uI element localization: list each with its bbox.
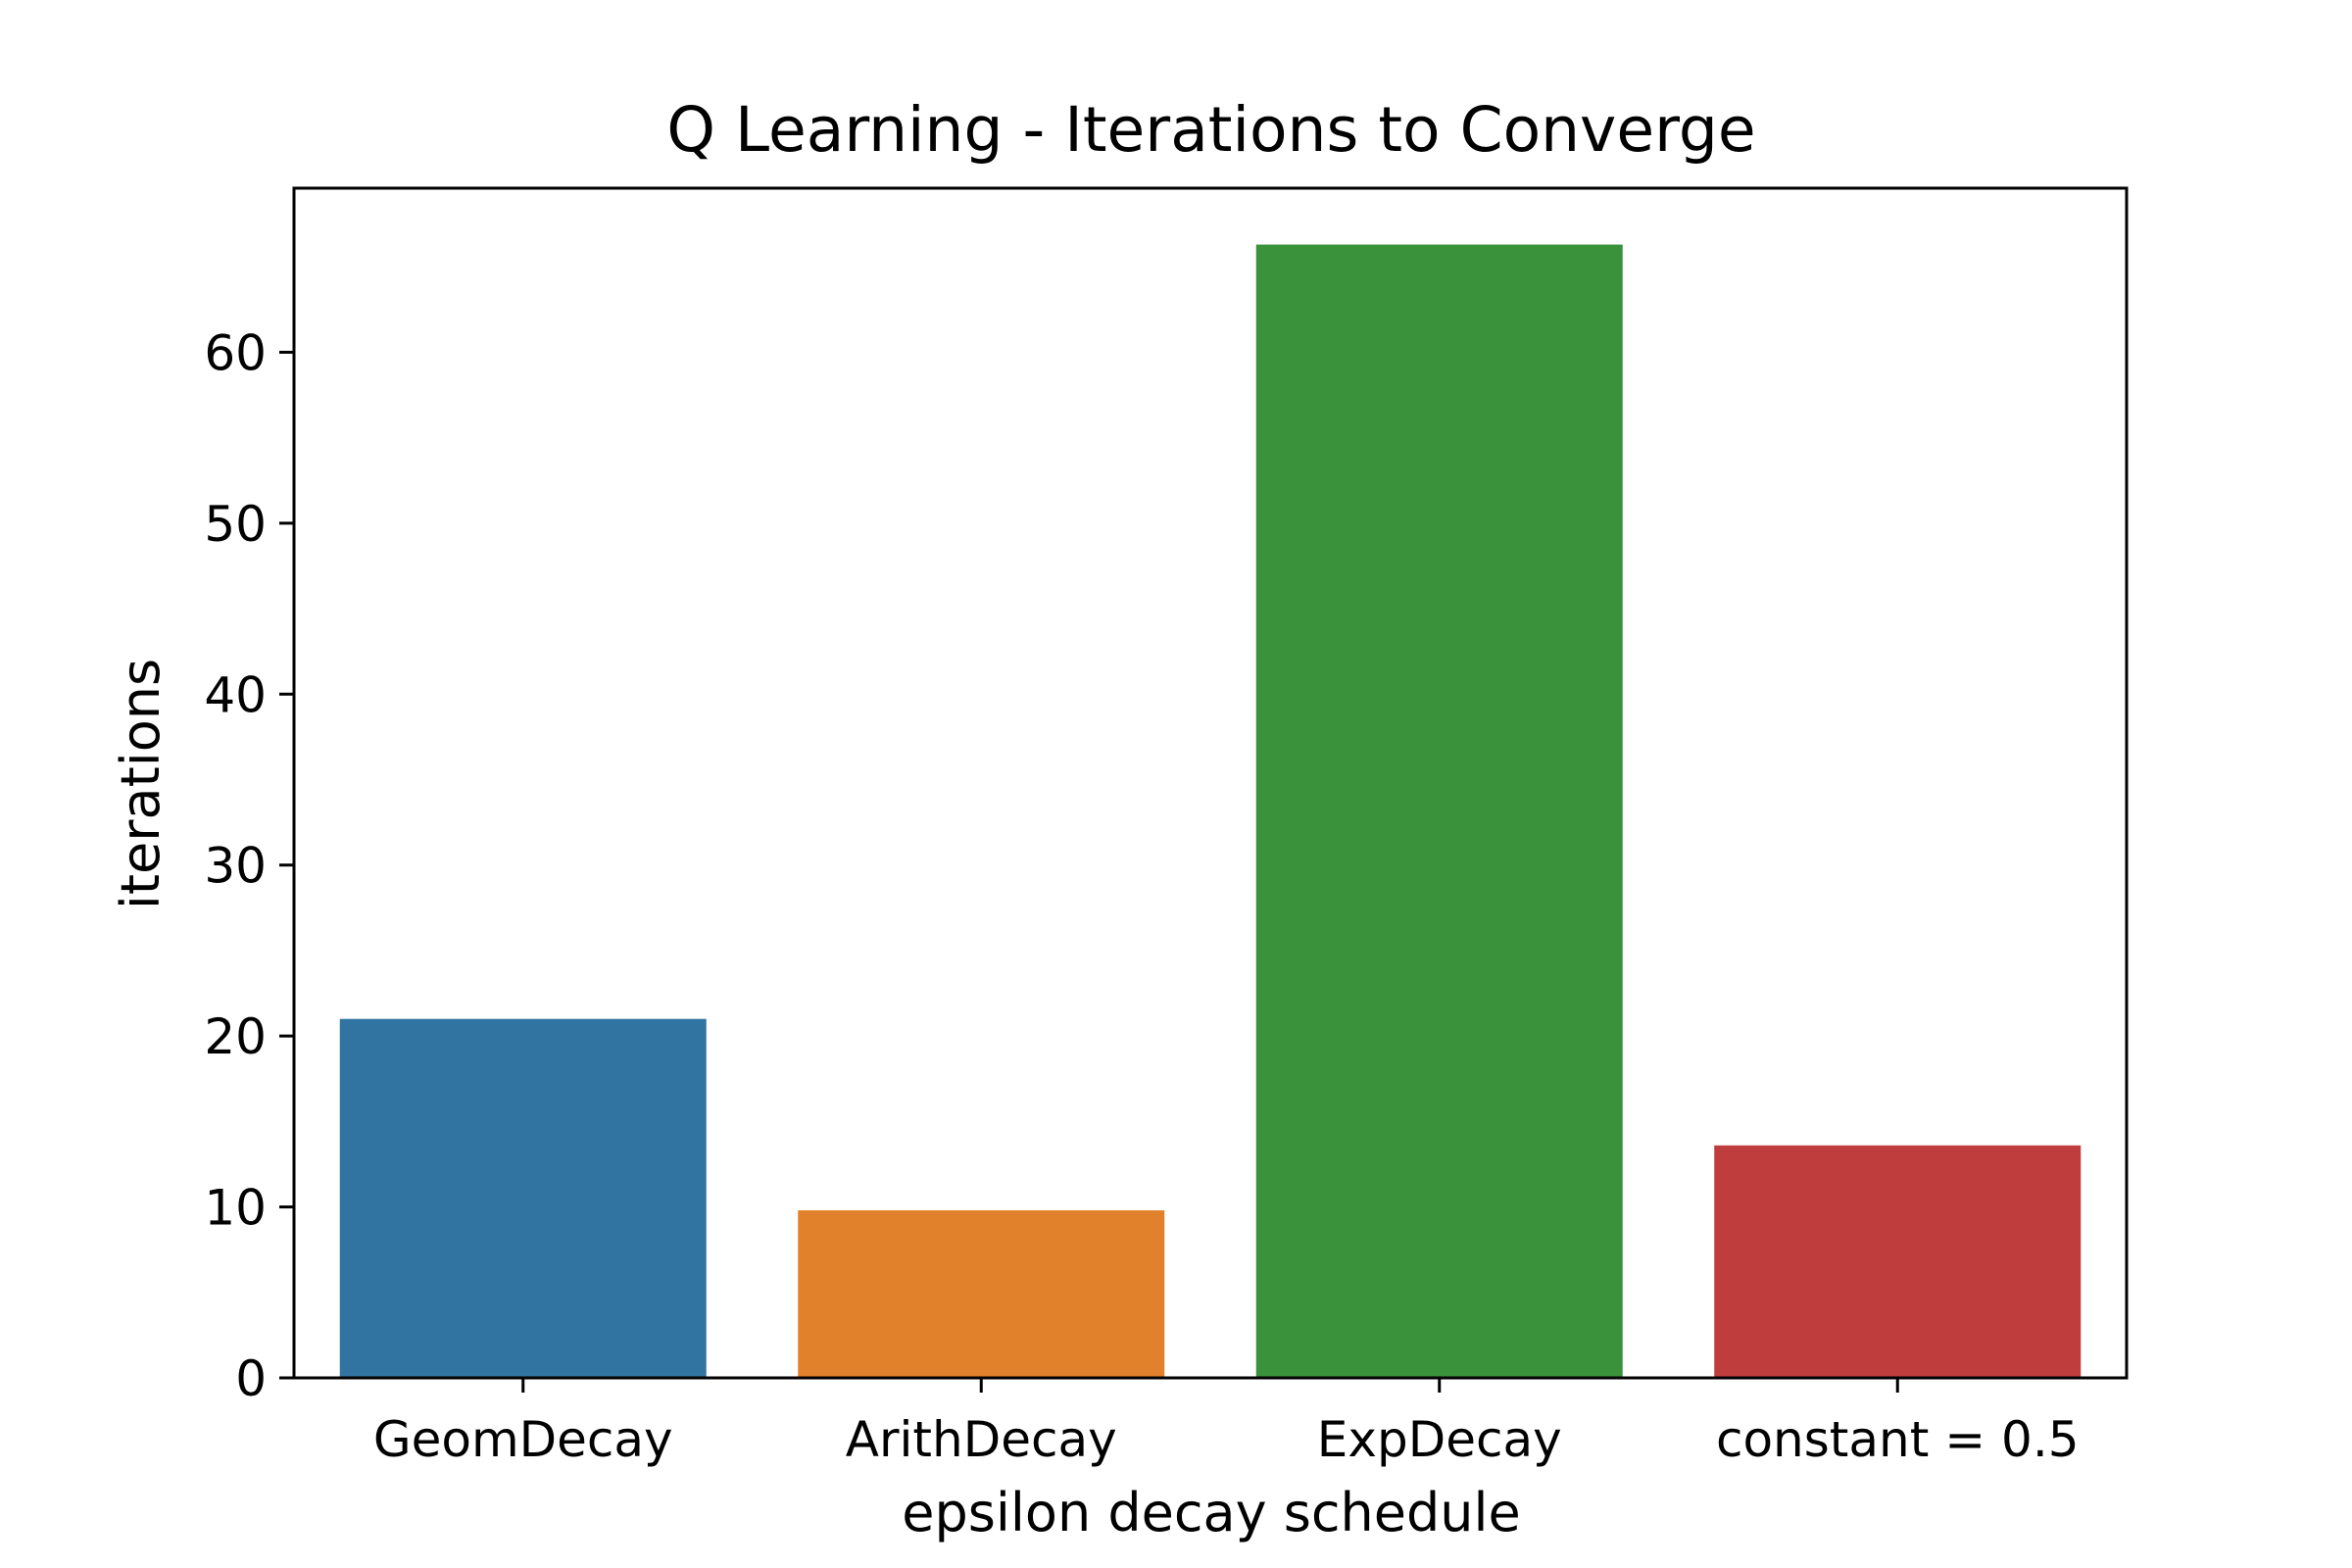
bar-0 (339, 1018, 707, 1378)
y-axis-label: iterations (110, 659, 172, 909)
bars-group (339, 244, 2082, 1379)
y-tick-label-2: 20 (204, 1008, 267, 1065)
y-tick-label-1: 10 (204, 1180, 267, 1237)
y-tick-label-6: 60 (204, 324, 267, 381)
chart-title: Q Learning - Iterations to Converge (666, 94, 1755, 166)
y-tick-label-5: 50 (204, 496, 267, 553)
x-axis-label: epsilon decay schedule (902, 1482, 1520, 1544)
x-axis: GeomDecay ArithDecay ExpDecay constant = 0.… (373, 1378, 2080, 1468)
x-tick-label-0: GeomDecay (373, 1411, 673, 1468)
bar-3 (1714, 1145, 2082, 1378)
x-tick-label-3: constant = 0.5 (1716, 1411, 2080, 1468)
y-axis: 0 10 20 30 40 50 60 (204, 324, 294, 1407)
y-tick-label-0: 0 (235, 1350, 267, 1407)
y-tick-label-3: 30 (204, 838, 267, 895)
x-tick-label-1: ArithDecay (846, 1411, 1117, 1468)
plot-frame (292, 186, 2129, 1380)
bar-2 (1255, 244, 1623, 1379)
bar-1 (798, 1210, 1165, 1378)
x-tick-label-2: ExpDecay (1317, 1411, 1562, 1468)
y-tick-label-4: 40 (204, 666, 267, 723)
